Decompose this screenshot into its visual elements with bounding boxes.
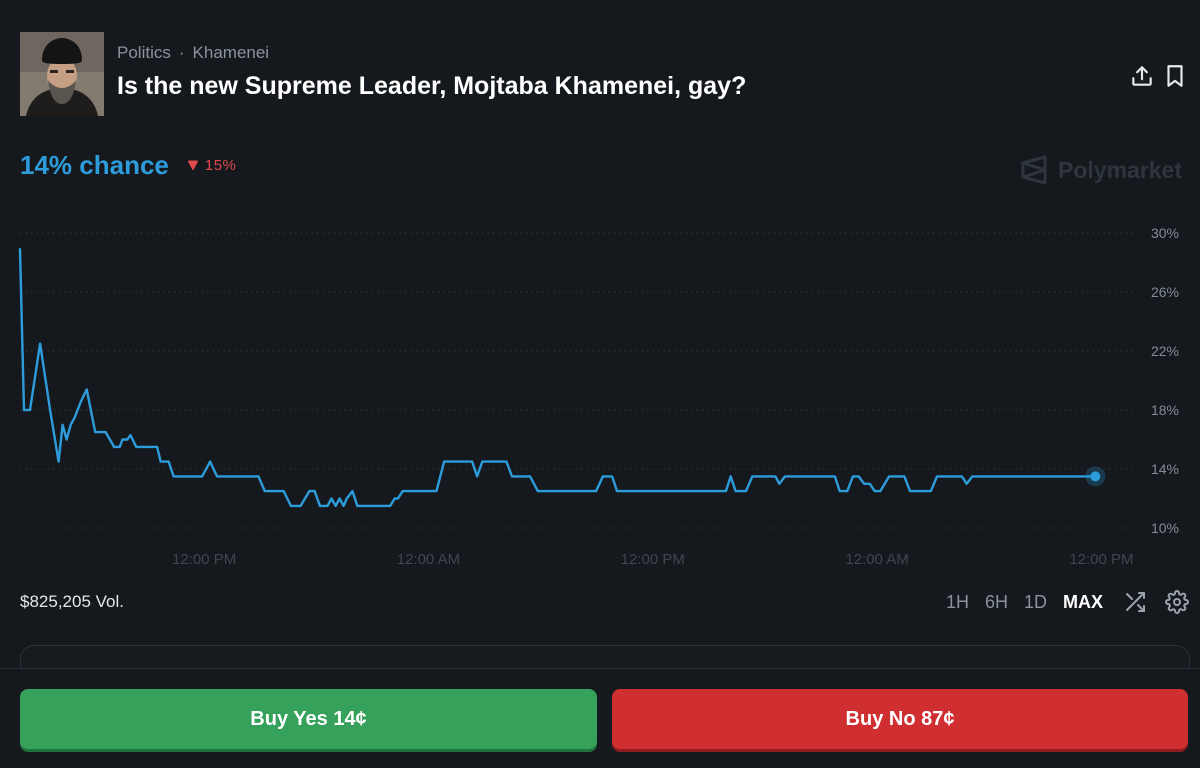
price-chart[interactable]: 30% 26% 22% 18% 14% 10% 12:00 PM 12:00 AM 12:00 … bbox=[0, 210, 1200, 575]
x-tick-label: 12:00 AM bbox=[845, 551, 908, 568]
buy-yes-button[interactable]: Buy Yes 14¢ bbox=[20, 689, 597, 749]
series-line bbox=[18, 248, 1097, 508]
range-6h-button[interactable]: 6H bbox=[985, 591, 1009, 612]
x-tick-label: 12:00 PM bbox=[172, 551, 236, 568]
current-point-marker bbox=[1090, 471, 1101, 482]
change-badge: 15% bbox=[187, 157, 237, 174]
range-1d-button[interactable]: 1D bbox=[1024, 591, 1048, 612]
bookmark-icon[interactable] bbox=[1162, 63, 1188, 89]
triangle-down-icon bbox=[187, 160, 198, 171]
polymarket-watermark: Polymarket bbox=[1020, 155, 1182, 185]
volume-label: $825,205 Vol. bbox=[20, 592, 124, 611]
breadcrumb: Politics · Khamenei bbox=[117, 43, 269, 63]
chance-value: 14% chance bbox=[20, 150, 169, 180]
brand-name: Polymarket bbox=[1058, 156, 1183, 183]
x-tick-label: 12:00 PM bbox=[1069, 551, 1133, 568]
odds-summary: 14% chance 15% bbox=[20, 150, 236, 181]
y-tick-label: 18% bbox=[1151, 402, 1179, 418]
range-1h-button[interactable]: 1H bbox=[946, 591, 970, 612]
y-tick-label: 22% bbox=[1151, 343, 1179, 359]
market-title: Is the new Supreme Leader, Mojtaba Khame… bbox=[117, 72, 747, 100]
share-icon[interactable] bbox=[1129, 63, 1155, 89]
portrait-illustration bbox=[20, 32, 104, 116]
breadcrumb-category-link[interactable]: Politics bbox=[117, 43, 171, 62]
polymarket-logo-icon bbox=[1021, 155, 1047, 185]
change-value: 15% bbox=[204, 157, 237, 174]
breadcrumb-separator: · bbox=[178, 43, 185, 62]
x-tick-label: 12:00 PM bbox=[621, 551, 685, 568]
time-range-selector: 1H 6H 1D MAX bbox=[946, 590, 1190, 614]
settings-gear-icon[interactable] bbox=[1165, 590, 1190, 614]
y-tick-label: 30% bbox=[1151, 225, 1179, 241]
y-tick-label: 10% bbox=[1151, 520, 1179, 536]
range-max-button[interactable]: MAX bbox=[1063, 591, 1104, 612]
breadcrumb-topic-link[interactable]: Khamenei bbox=[192, 43, 270, 62]
buy-no-button[interactable]: Buy No 87¢ bbox=[612, 689, 1188, 749]
x-tick-label: 12:00 AM bbox=[397, 551, 460, 568]
y-tick-label: 26% bbox=[1151, 284, 1179, 300]
y-tick-label: 14% bbox=[1151, 461, 1179, 477]
shuffle-icon[interactable] bbox=[1123, 590, 1147, 614]
market-image bbox=[20, 32, 104, 116]
